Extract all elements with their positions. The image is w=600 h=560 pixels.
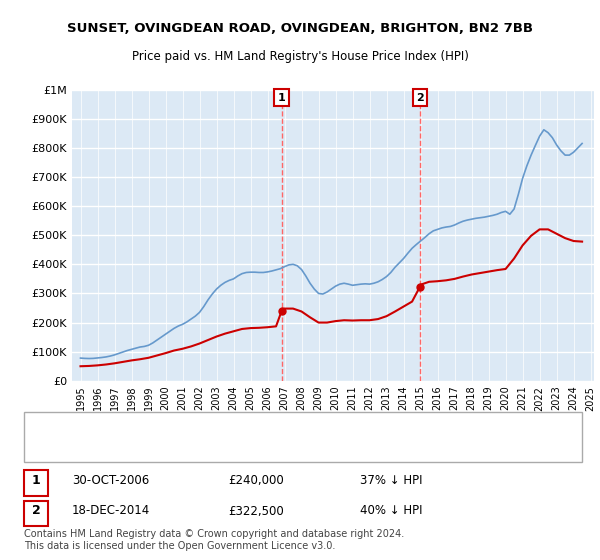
Text: 1: 1 xyxy=(32,474,40,487)
Text: 37% ↓ HPI: 37% ↓ HPI xyxy=(360,474,422,487)
Text: 1: 1 xyxy=(278,92,286,102)
Text: 18-DEC-2014: 18-DEC-2014 xyxy=(72,505,150,517)
Text: SUNSET, OVINGDEAN ROAD, OVINGDEAN, BRIGHTON, BN2 7BB: SUNSET, OVINGDEAN ROAD, OVINGDEAN, BRIGH… xyxy=(67,22,533,35)
Text: 40% ↓ HPI: 40% ↓ HPI xyxy=(360,505,422,517)
Text: SUNSET, OVINGDEAN ROAD, OVINGDEAN, BRIGHTON, BN2 7BB (detached house): SUNSET, OVINGDEAN ROAD, OVINGDEAN, BRIGH… xyxy=(78,422,502,432)
Text: £240,000: £240,000 xyxy=(228,474,284,487)
Text: Price paid vs. HM Land Registry's House Price Index (HPI): Price paid vs. HM Land Registry's House … xyxy=(131,50,469,63)
Text: £322,500: £322,500 xyxy=(228,505,284,517)
Text: 2: 2 xyxy=(32,505,40,517)
Text: 2: 2 xyxy=(416,92,424,102)
Text: Contains HM Land Registry data © Crown copyright and database right 2024.
This d: Contains HM Land Registry data © Crown c… xyxy=(24,529,404,551)
Text: HPI: Average price, detached house, Brighton and Hove: HPI: Average price, detached house, Brig… xyxy=(78,442,368,452)
Text: 30-OCT-2006: 30-OCT-2006 xyxy=(72,474,149,487)
